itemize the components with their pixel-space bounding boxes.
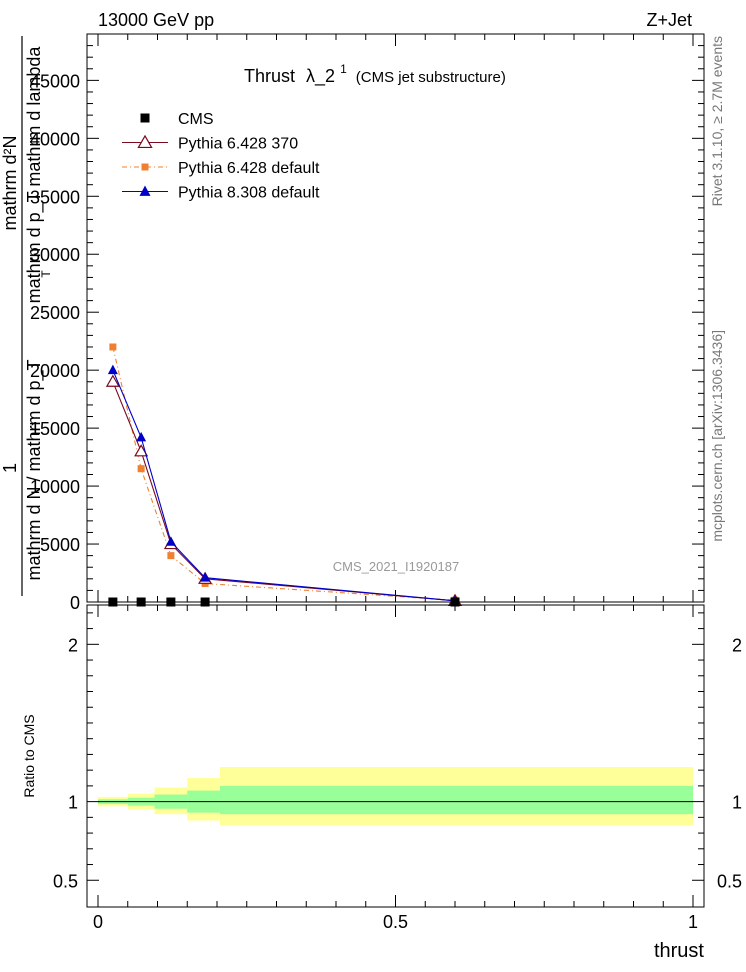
ratio-ylabel: Ratio to CMS xyxy=(21,714,37,797)
series-cms-point xyxy=(136,597,146,607)
series-pythia-6-428-370-point xyxy=(105,374,120,387)
ylabel-subscript-t: T xyxy=(39,270,53,278)
chart-title-symbol: λ_2 xyxy=(306,66,335,87)
main-ytick-label: 40000 xyxy=(30,129,80,149)
ratio-ytick-label: 2 xyxy=(68,635,78,655)
series-cms-point xyxy=(450,597,460,607)
ratio-ytick-label-right: 1 xyxy=(732,793,742,813)
ratio-ytick-label: 1 xyxy=(68,793,78,813)
series-cms-point xyxy=(200,597,210,607)
legend-pythia-8-308-default-label: Pythia 8.308 default xyxy=(178,185,320,202)
main-ytick-label: 25000 xyxy=(30,303,80,323)
main-ytick-label: 20000 xyxy=(30,361,80,381)
series-cms-point xyxy=(166,597,176,607)
series-pythia-8-308-default-point xyxy=(107,364,118,375)
legend-pythia-6-428-370-label: Pythia 6.428 370 xyxy=(178,136,298,153)
header-collision-label: 13000 GeV pp xyxy=(98,10,214,30)
series-cms-point xyxy=(108,597,118,607)
ratio-xtick-label: 1 xyxy=(688,912,698,932)
main-ytick-label: 30000 xyxy=(30,245,80,265)
main-series xyxy=(105,343,463,607)
ratio-x-ticks: 0 0.5 1 xyxy=(93,605,698,932)
ylabel-line-numerator: mathrm d²N xyxy=(0,135,20,230)
analysis-watermark: CMS_2021_I1920187 xyxy=(333,559,460,574)
legend-pythia-6-428-default-label: Pythia 6.428 default xyxy=(178,160,320,177)
legend: CMS Pythia 6.428 370 Pythia 6.428 default P… xyxy=(122,111,320,202)
main-panel: 0 5000 10000 15000 20000 25000 30000 35000 40000… xyxy=(0,33,705,613)
legend-pythia-6-428-default-marker xyxy=(141,163,149,171)
ylabel-line-differential: mathrm d p_T mathrm d lambda xyxy=(24,46,45,304)
series-pythia-8-308-default-point xyxy=(136,431,147,442)
chart-subtitle: (CMS jet substructure) xyxy=(356,69,506,86)
x-axis-label: thrust xyxy=(654,940,704,962)
main-x-ticks xyxy=(97,34,694,602)
ratio-panel: 0.5 0.51 12 2 0 0.5 1 Ratio to CMS thrust xyxy=(21,604,742,962)
series-pythia-6-428-370-point xyxy=(134,444,149,457)
ratio-inner-band xyxy=(219,785,693,815)
main-ytick-label: 35000 xyxy=(30,187,80,207)
chart-title-word: Thrust xyxy=(244,66,295,86)
series-pythia-6-428-default-point xyxy=(167,552,175,560)
ylabel-line-denominator: mathrm d N / mathrm d p_T xyxy=(24,359,45,580)
chart-title-superscript: 1 xyxy=(340,62,347,76)
main-ytick-label: 10000 xyxy=(30,477,80,497)
main-ytick-label: 45000 xyxy=(30,71,80,91)
rivet-version-label: Rivet 3.1.10, ≥ 2.7M events xyxy=(709,36,725,206)
legend-cms-marker xyxy=(140,113,150,123)
mcplots-label: mcplots.cern.ch [arXiv:1306.3436] xyxy=(709,330,725,542)
chart-title: Thrust λ_2 1 (CMS jet substructure) xyxy=(244,57,506,87)
series-pythia-6-428-default-point xyxy=(109,343,117,351)
main-ytick-label: 5000 xyxy=(40,535,80,555)
ratio-frame xyxy=(86,604,705,908)
main-ytick-label: 15000 xyxy=(30,419,80,439)
legend-pythia-8-308-default-marker xyxy=(139,185,151,196)
series-pythia-6-428-default-point xyxy=(137,465,145,473)
main-y-ticks: 0 5000 10000 15000 20000 25000 30000 35000 40000… xyxy=(30,45,704,613)
ylabel-line-one: 1 xyxy=(0,463,20,473)
series-pythia-8-308-default-point xyxy=(200,572,211,582)
legend-pythia-6-428-370-marker xyxy=(137,134,153,149)
ratio-xtick-label: 0.5 xyxy=(383,912,408,932)
main-ytick-label: 0 xyxy=(70,593,80,613)
ratio-ytick-label: 0.5 xyxy=(53,871,78,891)
ratio-ytick-label-right: 0.5 xyxy=(717,871,742,891)
ratio-bands xyxy=(98,767,693,826)
ratio-ytick-label-right: 2 xyxy=(732,635,742,655)
series-pythia-8-308-default-point xyxy=(165,536,176,546)
ratio-y-ticks: 0.5 0.5 1 1 2 2 xyxy=(53,612,742,891)
legend-cms-label: CMS xyxy=(178,111,214,128)
header-process-label: Z+Jet xyxy=(646,10,692,30)
ratio-xtick-label: 0 xyxy=(93,912,103,932)
